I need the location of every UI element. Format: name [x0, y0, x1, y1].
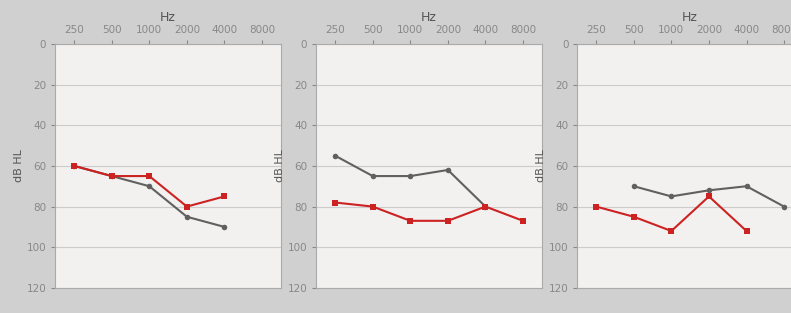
X-axis label: Hz: Hz [421, 11, 437, 23]
Y-axis label: dB HL: dB HL [274, 149, 285, 182]
Y-axis label: dB HL: dB HL [536, 149, 546, 182]
X-axis label: Hz: Hz [160, 11, 176, 23]
Y-axis label: dB HL: dB HL [13, 149, 24, 182]
X-axis label: Hz: Hz [682, 11, 698, 23]
